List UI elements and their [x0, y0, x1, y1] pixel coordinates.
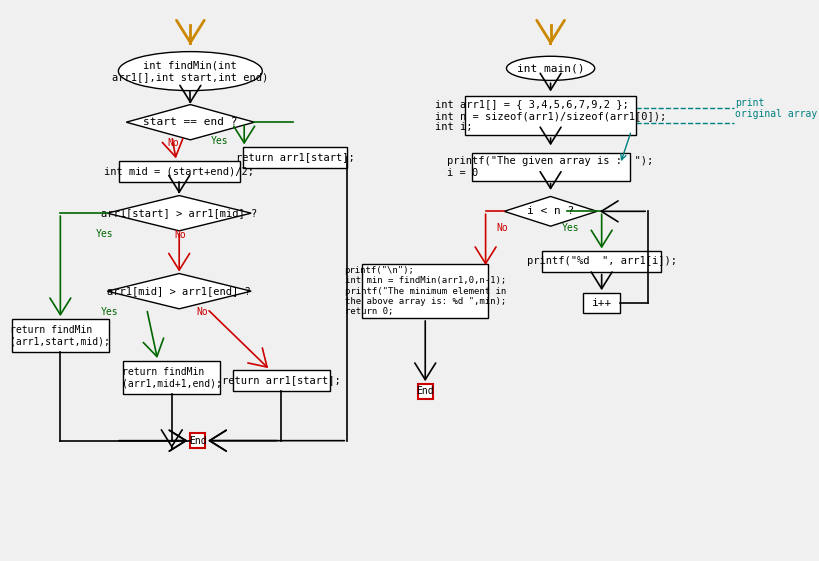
- Text: End: End: [416, 387, 433, 397]
- Ellipse shape: [506, 56, 594, 80]
- FancyBboxPatch shape: [582, 293, 619, 314]
- Ellipse shape: [118, 52, 262, 91]
- Text: No: No: [167, 137, 179, 148]
- FancyBboxPatch shape: [124, 361, 219, 394]
- FancyBboxPatch shape: [464, 96, 636, 135]
- Text: End: End: [188, 436, 206, 445]
- FancyBboxPatch shape: [233, 370, 329, 390]
- Text: return arr1[start];: return arr1[start];: [236, 153, 354, 163]
- Polygon shape: [107, 196, 251, 231]
- FancyBboxPatch shape: [243, 147, 346, 168]
- Text: printf("\n");
int min = findMin(arr1,0,n-1);
printf("The minimum element in
the : printf("\n"); int min = findMin(arr1,0,n…: [344, 266, 505, 316]
- Text: int main(): int main(): [516, 63, 584, 73]
- FancyBboxPatch shape: [12, 319, 108, 352]
- Text: return findMin
(arr1,start,mid);: return findMin (arr1,start,mid);: [11, 325, 110, 347]
- FancyBboxPatch shape: [418, 384, 432, 399]
- Text: printf("%d  ", arr1[i]);: printf("%d ", arr1[i]);: [526, 256, 676, 266]
- Text: Yes: Yes: [210, 136, 229, 146]
- Text: No: No: [174, 231, 186, 241]
- Text: start == end ?: start == end ?: [143, 117, 238, 127]
- Text: No: No: [196, 307, 207, 316]
- Text: int findMin(int
arr1[],int start,int end): int findMin(int arr1[],int start,int end…: [112, 61, 268, 82]
- Text: int mid = (start+end)/2;: int mid = (start+end)/2;: [104, 167, 254, 176]
- Text: arr1[mid] > arr1[end] ?: arr1[mid] > arr1[end] ?: [107, 286, 251, 296]
- FancyBboxPatch shape: [190, 433, 205, 448]
- Polygon shape: [107, 274, 251, 309]
- FancyBboxPatch shape: [362, 264, 488, 318]
- Text: Yes: Yes: [561, 223, 579, 233]
- FancyBboxPatch shape: [119, 161, 239, 182]
- FancyBboxPatch shape: [471, 153, 629, 181]
- Text: Yes: Yes: [100, 307, 118, 316]
- Text: i++: i++: [590, 298, 611, 308]
- Text: int arr1[] = { 3,4,5,6,7,9,2 };
int n = sizeof(arr1)/sizeof(arr1[0]);
int i;: int arr1[] = { 3,4,5,6,7,9,2 }; int n = …: [434, 99, 665, 132]
- Text: return findMin
(arr1,mid+1,end);: return findMin (arr1,mid+1,end);: [122, 367, 221, 388]
- Text: No: No: [496, 223, 508, 233]
- Text: print: print: [735, 98, 764, 108]
- Text: Yes: Yes: [96, 229, 113, 238]
- Text: return arr1[start];: return arr1[start];: [222, 375, 340, 385]
- Text: printf("The given array is :  ");
i = 0: printf("The given array is : "); i = 0: [447, 156, 653, 178]
- Text: i < n ?: i < n ?: [527, 206, 573, 217]
- FancyBboxPatch shape: [541, 251, 660, 272]
- Polygon shape: [504, 196, 596, 226]
- Text: arr1[start] > arr1[mid] ?: arr1[start] > arr1[mid] ?: [101, 208, 257, 218]
- Polygon shape: [126, 104, 254, 140]
- Text: original array: original array: [735, 109, 817, 118]
